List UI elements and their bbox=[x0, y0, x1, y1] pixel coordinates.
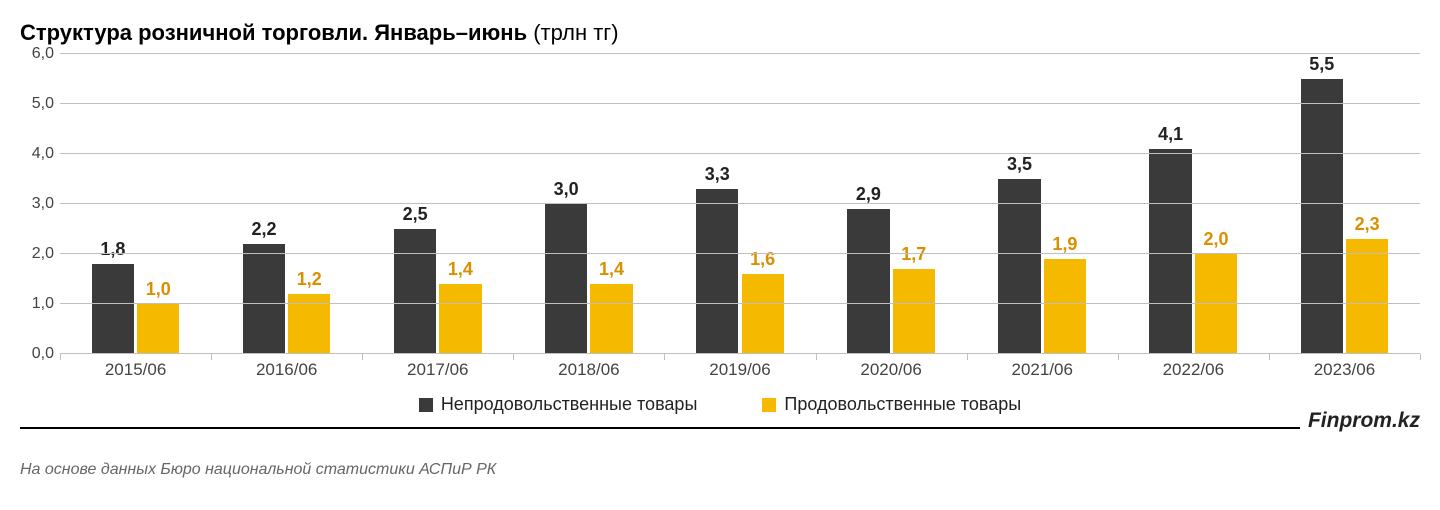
gridline bbox=[60, 103, 1420, 104]
bar-group: 1,8 1,0 bbox=[60, 54, 211, 354]
bar-label-nonfood: 1,8 bbox=[92, 240, 134, 258]
gridline bbox=[60, 353, 1420, 354]
bar-label-food: 1,9 bbox=[1044, 235, 1086, 253]
bar-nonfood bbox=[1301, 79, 1343, 354]
bar-group: 3,5 1,9 bbox=[967, 54, 1118, 354]
bar-label-food: 1,7 bbox=[893, 245, 935, 263]
title-unit: (трлн тг) bbox=[527, 20, 619, 45]
x-axis-label: 2017/06 bbox=[362, 356, 513, 384]
chart-title: Структура розничной торговли. Январь–июн… bbox=[20, 20, 1420, 46]
bar-nonfood bbox=[92, 264, 134, 354]
bar-label-nonfood: 5,5 bbox=[1301, 55, 1343, 73]
x-tick bbox=[1420, 354, 1421, 360]
bar-label-food: 1,4 bbox=[439, 260, 481, 278]
bar-nonfood bbox=[1149, 149, 1191, 354]
gridline bbox=[60, 253, 1420, 254]
bar-nonfood bbox=[394, 229, 436, 354]
bar-label-nonfood: 2,2 bbox=[243, 220, 285, 238]
legend-item-nonfood: Непродовольственные товары bbox=[419, 394, 698, 415]
bar-food bbox=[590, 284, 632, 354]
bar-label-nonfood: 2,9 bbox=[847, 185, 889, 203]
legend-swatch-nonfood bbox=[419, 398, 433, 412]
gridline bbox=[60, 303, 1420, 304]
bar-group: 2,2 1,2 bbox=[211, 54, 362, 354]
y-tick-label: 6,0 bbox=[22, 45, 54, 63]
gridline bbox=[60, 53, 1420, 54]
y-tick-label: 4,0 bbox=[22, 145, 54, 163]
bar-group: 5,5 2,3 bbox=[1269, 54, 1420, 354]
legend: Непродовольственные товары Продовольстве… bbox=[20, 394, 1420, 417]
x-axis-label: 2018/06 bbox=[513, 356, 664, 384]
bar-label-food: 1,0 bbox=[137, 280, 179, 298]
plot-area: 1,8 1,0 2,2 1,2 2,5 1,4 3,0 1,4 3,31,6 2,9 1,7 3,5 1… bbox=[60, 54, 1420, 354]
x-axis-label: 2015/06 bbox=[60, 356, 211, 384]
bar-groups: 1,8 1,0 2,2 1,2 2,5 1,4 3,0 1,4 3,31,6 2,9 1,7 3,5 1… bbox=[60, 54, 1420, 354]
x-axis-label: 2016/06 bbox=[211, 356, 362, 384]
legend-item-food: Продовольственные товары bbox=[762, 394, 1021, 415]
bar-nonfood bbox=[847, 209, 889, 354]
bar-label-food: 1,4 bbox=[590, 260, 632, 278]
bar-label-nonfood: 4,1 bbox=[1149, 125, 1191, 143]
brand-label: Finprom.kz bbox=[1300, 409, 1420, 433]
bar-label-nonfood: 3,3 bbox=[696, 165, 738, 183]
bar-label-nonfood: 3,5 bbox=[998, 155, 1040, 173]
bar-label-food: 2,0 bbox=[1195, 230, 1237, 248]
bar-nonfood bbox=[998, 179, 1040, 354]
bar-group: 2,5 1,4 bbox=[362, 54, 513, 354]
gridline bbox=[60, 153, 1420, 154]
bar-food bbox=[893, 269, 935, 354]
y-tick-label: 2,0 bbox=[22, 245, 54, 263]
bar-group: 4,1 2,0 bbox=[1118, 54, 1269, 354]
x-axis-label: 2019/06 bbox=[664, 356, 815, 384]
bar-food bbox=[1346, 239, 1388, 354]
bar-food bbox=[439, 284, 481, 354]
y-tick-label: 1,0 bbox=[22, 295, 54, 313]
footer-divider: Finprom.kz bbox=[20, 427, 1420, 457]
bar-label-food: 1,2 bbox=[288, 270, 330, 288]
legend-swatch-food bbox=[762, 398, 776, 412]
bar-food bbox=[137, 304, 179, 354]
x-axis-label: 2022/06 bbox=[1118, 356, 1269, 384]
bar-nonfood bbox=[545, 204, 587, 354]
bar-label-food: 2,3 bbox=[1346, 215, 1388, 233]
x-axis-label: 2023/06 bbox=[1269, 356, 1420, 384]
bar-group: 3,31,6 bbox=[664, 54, 815, 354]
x-axis-labels: 2015/062016/062017/062018/062019/062020/… bbox=[60, 356, 1420, 384]
title-bold: Структура розничной торговли. Январь–июн… bbox=[20, 20, 527, 45]
source-label: На основе данных Бюро национальной стати… bbox=[20, 461, 1420, 479]
y-tick-label: 5,0 bbox=[22, 95, 54, 113]
legend-label-nonfood: Непродовольственные товары bbox=[441, 394, 698, 415]
bar-label-nonfood: 2,5 bbox=[394, 205, 436, 223]
gridline bbox=[60, 203, 1420, 204]
y-tick-label: 3,0 bbox=[22, 195, 54, 213]
bar-chart: 1,8 1,0 2,2 1,2 2,5 1,4 3,0 1,4 3,31,6 2,9 1,7 3,5 1… bbox=[20, 54, 1420, 384]
legend-label-food: Продовольственные товары bbox=[784, 394, 1021, 415]
bar-nonfood bbox=[696, 189, 738, 354]
bar-group: 2,9 1,7 bbox=[816, 54, 967, 354]
bar-food bbox=[742, 274, 784, 354]
x-axis-label: 2020/06 bbox=[816, 356, 967, 384]
bar-group: 3,0 1,4 bbox=[513, 54, 664, 354]
y-tick-label: 0,0 bbox=[22, 345, 54, 363]
bar-nonfood bbox=[243, 244, 285, 354]
bar-food bbox=[1195, 254, 1237, 354]
bar-food bbox=[1044, 259, 1086, 354]
bar-label-nonfood: 3,0 bbox=[545, 180, 587, 198]
x-axis-label: 2021/06 bbox=[967, 356, 1118, 384]
